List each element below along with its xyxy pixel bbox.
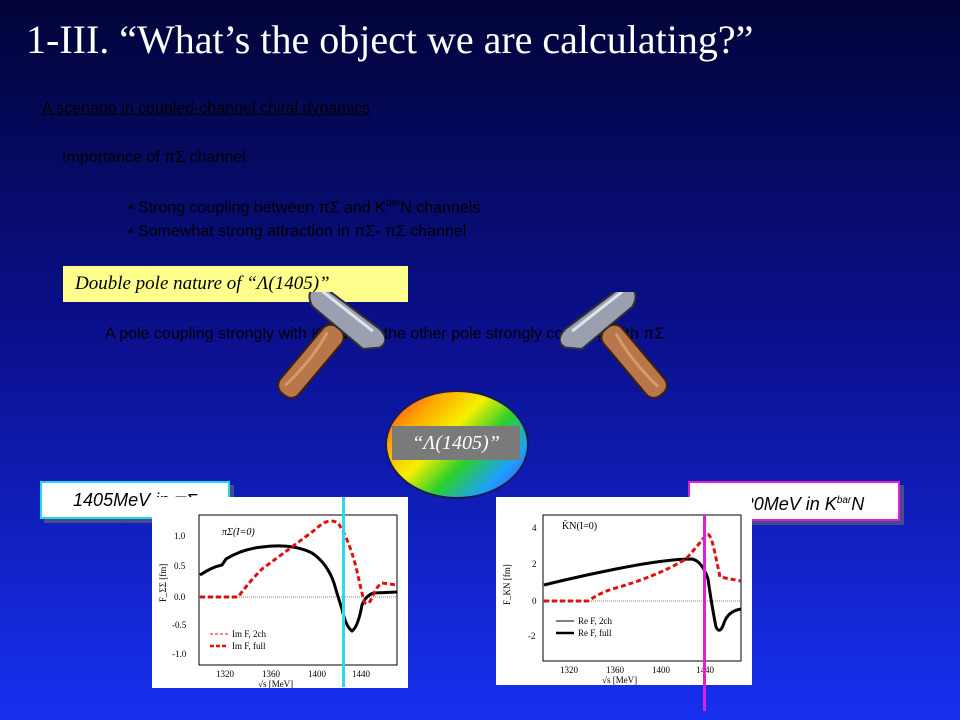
xtick: 1440 <box>352 669 371 679</box>
pole-sentence-text: A pole coupling strongly with K <box>105 325 323 343</box>
plot-xlabel: √s [MeV] <box>602 675 637 685</box>
legend-entry: Im F, 2ch <box>232 629 267 639</box>
subtitle: A scenario in coupled-channel chiral dyn… <box>42 100 371 117</box>
importance-heading: Importance of πΣ channel <box>62 149 246 166</box>
xtick: 1400 <box>652 665 671 675</box>
ytick: -1.0 <box>172 649 187 659</box>
hammer-right-icon <box>560 292 668 399</box>
xtick: 1400 <box>308 669 327 679</box>
ytick: 2 <box>532 559 537 569</box>
ytick: 4 <box>532 523 537 533</box>
legend-entry: Re F, full <box>578 628 612 638</box>
ytick: 0 <box>532 596 537 606</box>
plot-kbarn: K̄N(I=0) F_KN [fm] 4 2 0 -2 1320 1360 14… <box>496 497 752 685</box>
plot-ylabel: F_KN [fm] <box>502 564 512 605</box>
lambda-label: “Λ(1405)” <box>392 426 520 460</box>
double-pole-banner: Double pole nature of “Λ(1405)” <box>63 266 408 302</box>
callout-kbarn-sup: bar <box>836 495 852 506</box>
bullet-list: Strong coupling between πΣ and KbarN cha… <box>128 192 480 244</box>
ytick: 1.0 <box>174 531 186 541</box>
ytick: -2 <box>528 631 536 641</box>
ytick: 0.5 <box>174 561 186 571</box>
plot-panel-label: K̄N(I=0) <box>562 520 597 532</box>
ytick: 0.0 <box>174 592 186 602</box>
plot-pisigma: πΣ(I=0) F_ΣΣ [fm] 1.0 0.5 0.0 -0.5 -1.0 … <box>152 497 408 688</box>
bullet-text: Somewhat strong attraction in πΣ- πΣ cha… <box>138 223 467 241</box>
bullet-text: Strong coupling between πΣ and K <box>138 199 386 217</box>
bullet-item: Somewhat strong attraction in πΣ- πΣ cha… <box>128 220 480 244</box>
xtick: 1360 <box>606 665 625 675</box>
marker-line-1420 <box>703 515 706 711</box>
slide-title: 1-III. “What’s the object we are calcula… <box>26 17 754 62</box>
callout-kbarn-text: 1420MeV in K <box>723 494 837 514</box>
callout-kbarn-text-end: N <box>851 494 865 514</box>
plot-panel-label: πΣ(I=0) <box>222 527 255 538</box>
bullet-item: Strong coupling between πΣ and KbarN cha… <box>128 192 480 220</box>
marker-line-1405 <box>342 497 345 687</box>
ytick: -0.5 <box>172 620 187 630</box>
xtick: 1360 <box>262 669 281 679</box>
xtick: 1320 <box>560 665 579 675</box>
bullet-text-end: N channels <box>400 199 481 217</box>
xtick: 1320 <box>216 669 235 679</box>
legend-entry: Re F, 2ch <box>578 616 613 626</box>
plot-ylabel: F_ΣΣ [fm] <box>158 564 168 602</box>
bullet-sup: bar <box>385 198 401 209</box>
plot-xlabel: √s [MeV] <box>258 679 293 688</box>
legend-entry: Im F, full <box>232 641 266 651</box>
hammer-left-icon <box>277 292 385 399</box>
